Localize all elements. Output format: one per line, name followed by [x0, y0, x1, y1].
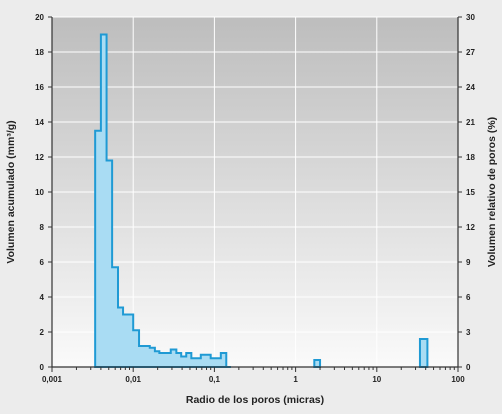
grid-lines — [52, 16, 458, 367]
y-left-tick-label: 4 — [40, 293, 45, 302]
y-left-tick-label: 6 — [40, 258, 45, 267]
x-axis-title: Radio de los poros (micras) — [186, 394, 324, 406]
y-right-tick-label: 0 — [466, 363, 471, 372]
y-right-tick-label: 18 — [466, 153, 475, 162]
x-tick-labels: 0,001 0,01 0,1 1 10 100 — [42, 375, 465, 384]
y-right-tick-label: 3 — [466, 328, 471, 337]
x-tick-label: 1 — [293, 375, 298, 384]
y-right-axis-title: Volumen relativo de poros (%) — [486, 117, 498, 267]
y-left-tick-label: 16 — [35, 83, 44, 92]
y-right-tick-label: 9 — [466, 258, 471, 267]
y-right-tick-label: 27 — [466, 48, 475, 57]
series-step-area — [94, 33, 231, 368]
x-tick-label: 100 — [451, 375, 465, 384]
y-left-tick-label: 8 — [40, 223, 45, 232]
x-tick-label: 0,1 — [209, 375, 221, 384]
y-left-tick-label: 14 — [35, 118, 44, 127]
series-isolated-bin — [313, 359, 322, 368]
y-left-tick-label: 10 — [35, 188, 44, 197]
x-tick-label: 0,01 — [125, 375, 141, 384]
y-right-tick-label: 30 — [466, 13, 475, 22]
axes — [48, 16, 462, 372]
y-right-tick-labels: 0 3 6 9 12 15 18 21 24 27 30 — [466, 13, 475, 372]
y-right-tick-label: 6 — [466, 293, 471, 302]
x-tick-label: 0,001 — [42, 375, 63, 384]
y-left-tick-label: 18 — [35, 48, 44, 57]
x-tick-label: 10 — [372, 375, 381, 384]
y-right-tick-label: 21 — [466, 118, 475, 127]
y-left-tick-labels: 0 2 4 6 8 10 12 14 16 18 20 — [35, 13, 44, 372]
series-isolated-bin — [418, 338, 429, 368]
y-right-tick-label: 15 — [466, 188, 475, 197]
y-left-tick-label: 2 — [40, 328, 45, 337]
y-right-tick-label: 24 — [466, 83, 475, 92]
y-left-tick-label: 20 — [35, 13, 44, 22]
y-left-tick-label: 12 — [35, 153, 44, 162]
y-right-tick-label: 12 — [466, 223, 475, 232]
y-left-tick-label: 0 — [40, 363, 45, 372]
y-left-axis-title: Volumen acumulado (mm³/g) — [5, 120, 17, 263]
